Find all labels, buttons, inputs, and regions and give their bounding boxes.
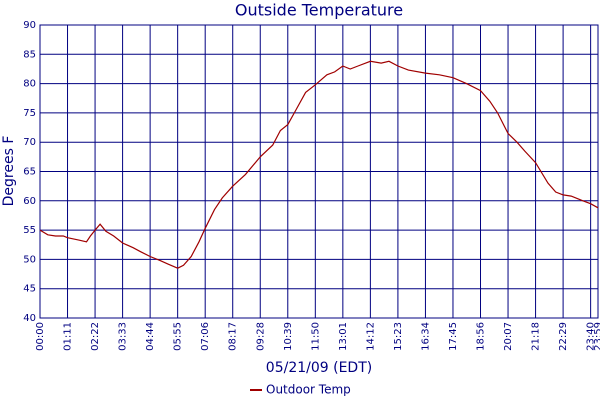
y-tick-label: 60 [23, 196, 36, 207]
y-tick-label: 50 [23, 254, 36, 265]
x-tick-label: 18:56 [476, 322, 487, 351]
x-tick-label: 07:06 [200, 322, 211, 351]
x-tick-label: 00:00 [35, 322, 46, 351]
x-tick-label: 23:59 [593, 322, 600, 351]
y-tick-label: 55 [23, 225, 36, 236]
x-tick-label: 10:39 [283, 322, 294, 351]
x-tick-label: 14:12 [365, 322, 376, 351]
x-tick-label: 17:45 [448, 322, 459, 351]
x-tick-label: 08:17 [228, 322, 239, 351]
x-tick-label: 20:07 [503, 322, 514, 351]
x-tick-label: 23:40 [586, 322, 597, 351]
x-tick-label: 04:44 [145, 322, 156, 351]
x-tick-label: 16:34 [420, 322, 431, 351]
y-tick-label: 75 [23, 108, 36, 119]
x-tick-label: 21:18 [531, 322, 542, 351]
x-tick-label: 22:29 [558, 322, 569, 351]
x-tick-label: 15:23 [393, 322, 404, 351]
y-tick-label: 85 [23, 49, 36, 60]
y-tick-label: 65 [23, 167, 36, 178]
x-tick-label: 02:22 [90, 322, 101, 351]
x-tick-label: 09:28 [255, 322, 266, 351]
x-tick-label: 13:01 [338, 322, 349, 351]
y-tick-label: 40 [23, 313, 36, 324]
y-axis-label: Degrees F [1, 136, 17, 207]
y-tick-label: 70 [23, 137, 36, 148]
legend-label: Outdoor Temp [266, 383, 351, 397]
x-axis-label: 05/21/09 (EDT) [266, 360, 372, 376]
chart-title: Outside Temperature [235, 1, 403, 20]
y-tick-label: 45 [23, 284, 36, 295]
x-tick-label: 01:11 [63, 322, 74, 351]
y-tick-label: 80 [23, 79, 36, 90]
x-tick-label: 11:50 [310, 322, 321, 351]
x-tick-label: 03:33 [118, 322, 129, 351]
x-tick-label: 05:55 [173, 322, 184, 351]
y-tick-label: 90 [23, 20, 36, 31]
data-line [39, 60, 599, 269]
